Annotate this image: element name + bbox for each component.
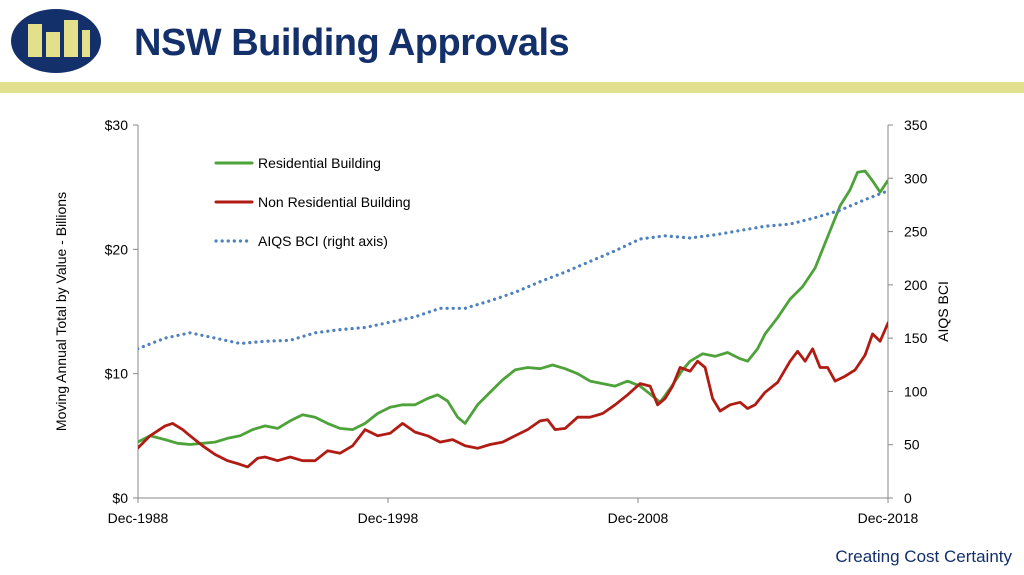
building-bars-logo [11,9,101,73]
x-tick-label: Dec-2018 [858,510,919,526]
y2-tick-label: 200 [904,277,928,293]
y-tick-label: $30 [105,117,129,133]
y2-tick-label: 150 [904,330,928,346]
title-rule [0,82,1024,93]
y2-tick-label: 0 [904,490,912,506]
building-approvals-chart: $0 $10 $20 $30 0 50 100 150 200 250 300 350 Dec-1988… [53,117,951,526]
legend-label-residential-building: Residential Building [258,155,381,171]
series-line-aiqs-bci-right-axis [138,189,888,351]
page-title: NSW Building Approvals [134,22,570,64]
series-line-residential-building [138,169,888,446]
footer-tagline: Creating Cost Certainty [835,547,1012,566]
x-tick-label: Dec-2008 [608,510,669,526]
y-tick-label: $0 [112,490,128,506]
legend-label-aiqs-bci-right-axis: AIQS BCI (right axis) [258,233,388,249]
x-tick-label: Dec-1988 [108,510,169,526]
y-axis-label: Moving Annual Total by Value - Billions [53,192,69,431]
y2-tick-label: 50 [904,437,920,453]
y-tick-label: $20 [105,241,129,257]
y2-tick-label: 300 [904,170,928,186]
company-logo [10,8,102,74]
legend-label-non-residential-building: Non Residential Building [258,194,411,210]
y2-tick-label: 100 [904,383,928,399]
series-line-non-residential-building [138,320,888,469]
x-tick-label: Dec-1998 [358,510,419,526]
y2-axis-label: AIQS BCI [935,281,951,342]
y2-tick-label: 250 [904,224,928,240]
y-tick-label: $10 [105,366,129,382]
y2-tick-label: 350 [904,117,928,133]
